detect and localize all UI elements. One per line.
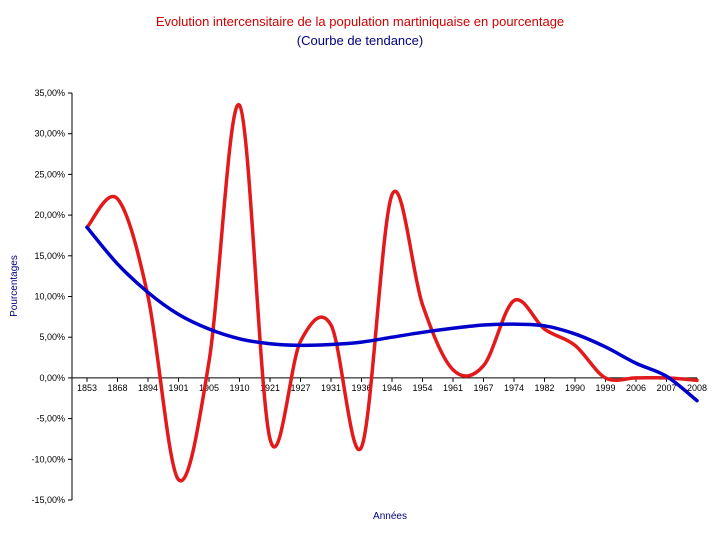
x-tick-label: 1894 [138, 383, 158, 393]
x-tick-label: 2006 [626, 383, 646, 393]
x-tick-label: 1931 [321, 383, 341, 393]
y-tick-label: 5,00% [39, 332, 65, 342]
y-tick-label: -15,00% [31, 495, 65, 505]
series-line-trend [85, 225, 699, 403]
y-tick-label: 15,00% [34, 251, 65, 261]
x-tick-label: 1868 [107, 383, 127, 393]
y-tick-label: 25,00% [34, 169, 65, 179]
x-tick-label: 1910 [229, 383, 249, 393]
chart-title: Evolution intercensitaire de la populati… [155, 14, 565, 29]
y-axis: 35,00% 30,00% 25,00% 20,00% 15,00% 10,00% 5,00… [31, 88, 73, 505]
series-line-evolution [85, 103, 699, 483]
x-tick-label: 1990 [565, 383, 585, 393]
y-tick-label: -10,00% [31, 454, 65, 464]
y-tick-label: 10,00% [34, 292, 65, 302]
y-tick-label: 0,00% [39, 373, 65, 383]
x-tick-label: 1905 [199, 383, 219, 393]
x-tick-label: 1967 [473, 383, 493, 393]
x-tick-label: 1982 [534, 383, 554, 393]
x-tick-label: 1946 [382, 383, 402, 393]
chart-subtitle: (Courbe de tendance) [296, 33, 424, 48]
x-tick-label: 1974 [504, 383, 524, 393]
x-tick-label: 1901 [168, 383, 188, 393]
x-axis-title: Années [373, 511, 407, 522]
x-tick-label: 2008 [687, 383, 707, 393]
x-tick-label: 1921 [260, 383, 280, 393]
y-axis-title: Pourcentages [9, 255, 20, 317]
chart-title-block: Evolution intercensitaire de la populati… [0, 12, 720, 50]
y-tick-label: 20,00% [34, 210, 65, 220]
x-tick-label: 1954 [412, 383, 432, 393]
x-tick-label: 1927 [290, 383, 310, 393]
x-tick-label: 1961 [443, 383, 463, 393]
y-tick-label: 35,00% [34, 88, 65, 98]
x-tick-label: 1936 [351, 383, 371, 393]
series-layer [85, 103, 699, 483]
y-tick-label: -5,00% [36, 414, 65, 424]
x-tick-label: 1853 [77, 383, 97, 393]
x-axis: 1853 1868 1894 1901 1905 1910 1921 1927 1931 1936… [72, 377, 707, 393]
x-tick-label: 1999 [595, 383, 615, 393]
y-tick-label: 30,00% [34, 129, 65, 139]
x-tick-label: 2007 [656, 383, 676, 393]
